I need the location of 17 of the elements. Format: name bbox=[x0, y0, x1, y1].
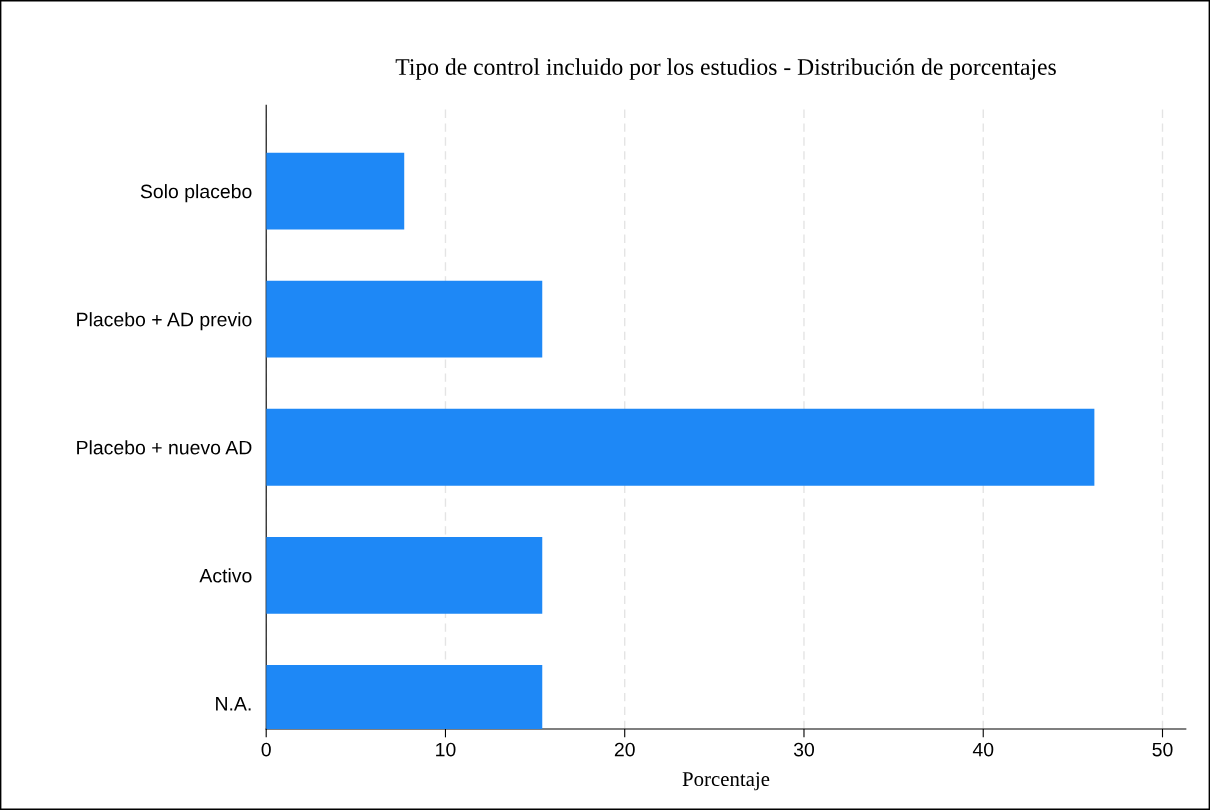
bar bbox=[266, 152, 405, 230]
x-tick-label: 40 bbox=[972, 742, 994, 757]
x-tick-label: 50 bbox=[1152, 742, 1173, 757]
x-tick-label: 0 bbox=[261, 742, 271, 757]
bar bbox=[266, 536, 543, 614]
y-tick-label: N.A. bbox=[216, 697, 251, 711]
x-axis-title: Porcentaje bbox=[682, 772, 770, 791]
y-tick-label: Placebo + nuevo AD bbox=[77, 440, 252, 455]
bar bbox=[266, 280, 543, 358]
chart-title: Tipo de control incluido por los estudios - Distribución de porcentajes bbox=[395, 58, 1056, 80]
y-tick-label: Solo placebo bbox=[140, 184, 252, 203]
y-tick-label: Activo bbox=[199, 568, 252, 583]
x-tick-label: 30 bbox=[793, 742, 815, 757]
y-tick-label: Placebo + AD previo bbox=[77, 312, 252, 331]
bar bbox=[266, 408, 1095, 486]
x-tick-label: 20 bbox=[614, 742, 635, 757]
x-tick-label: 10 bbox=[436, 742, 456, 757]
